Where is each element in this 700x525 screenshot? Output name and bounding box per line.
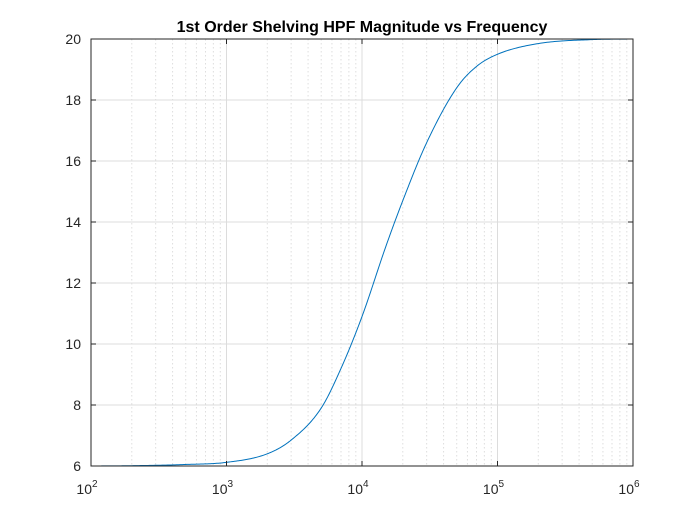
x-tick-label: 103 [212, 479, 234, 497]
x-tick-label-exponent: 2 [92, 479, 98, 490]
x-tick-label: 102 [76, 479, 98, 497]
x-tick-label-base: 10 [483, 481, 499, 497]
series-line [90, 38, 634, 467]
y-tick-label: 8 [73, 397, 81, 413]
y-tick-label: 6 [73, 458, 81, 474]
series-layer [90, 38, 634, 467]
x-tick-label-exponent: 6 [634, 479, 640, 490]
chart-title: 1st Order Shelving HPF Magnitude vs Freq… [177, 19, 548, 36]
y-tick-label: 18 [65, 92, 81, 108]
y-tick-label: 16 [65, 153, 81, 169]
x-tick-label-exponent: 3 [228, 479, 234, 490]
x-tick-label-base: 10 [347, 481, 363, 497]
y-tick-label: 14 [65, 214, 81, 230]
axes-layer [90, 38, 634, 467]
x-tick-label-exponent: 5 [499, 479, 505, 490]
x-tick-label: 106 [618, 479, 640, 497]
y-tick-label: 10 [65, 336, 81, 352]
y-tick-label: 12 [65, 275, 81, 291]
x-tick-label-exponent: 4 [363, 479, 369, 490]
axes-box [90, 38, 634, 467]
x-tick-label: 104 [347, 479, 369, 497]
x-tick-label-base: 10 [618, 481, 634, 497]
x-tick-label-base: 10 [212, 481, 228, 497]
x-tick-label-base: 10 [76, 481, 92, 497]
y-tick-label: 20 [65, 31, 81, 47]
x-tick-label: 105 [483, 479, 505, 497]
